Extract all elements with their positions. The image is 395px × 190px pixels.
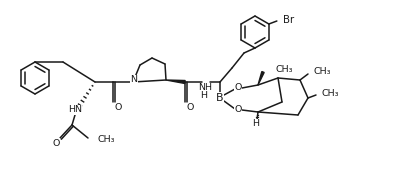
Text: CH₃: CH₃	[322, 89, 339, 98]
Text: H: H	[201, 92, 207, 101]
Polygon shape	[258, 72, 264, 85]
Text: CH₃: CH₃	[98, 135, 115, 145]
Text: O: O	[186, 104, 194, 112]
Text: CH₃: CH₃	[314, 67, 331, 77]
Text: HN: HN	[68, 105, 82, 115]
Text: O: O	[234, 83, 242, 93]
Text: NH: NH	[198, 83, 212, 93]
Text: Br: Br	[283, 15, 294, 25]
Text: O: O	[52, 139, 60, 147]
Text: N: N	[130, 75, 137, 85]
Text: B: B	[216, 93, 224, 103]
Text: H: H	[252, 120, 260, 128]
Text: O: O	[114, 104, 122, 112]
Text: O: O	[234, 105, 242, 115]
Text: CH₃: CH₃	[275, 64, 293, 74]
Polygon shape	[166, 80, 185, 83]
